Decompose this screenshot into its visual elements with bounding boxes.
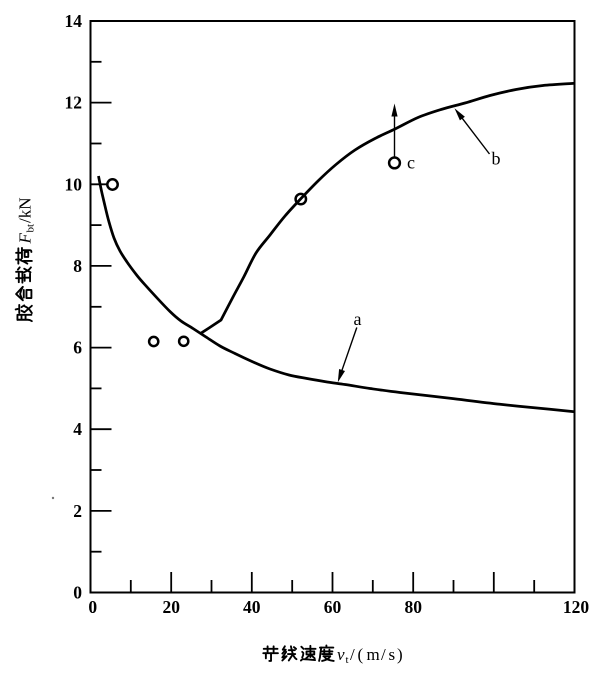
svg-text:8: 8 [73, 256, 82, 276]
svg-text:b: b [492, 149, 501, 169]
svg-text:a: a [354, 309, 362, 329]
svg-text:60: 60 [324, 597, 342, 617]
svg-text:/kN: /kN [16, 198, 35, 224]
svg-text:t: t [346, 654, 349, 666]
svg-text:/: / [381, 645, 386, 664]
svg-text:6: 6 [73, 338, 82, 358]
svg-text:4: 4 [73, 419, 82, 439]
svg-text:0: 0 [73, 583, 82, 603]
svg-text:s: s [389, 645, 396, 664]
svg-text:120: 120 [563, 597, 590, 617]
svg-text:c: c [407, 153, 415, 173]
svg-text:v: v [337, 645, 345, 664]
svg-text:/: / [350, 645, 355, 664]
svg-text:m: m [367, 645, 380, 664]
svg-text:(: ( [358, 645, 364, 664]
svg-text:80: 80 [404, 597, 422, 617]
svg-text:2: 2 [73, 501, 82, 521]
svg-text:20: 20 [162, 597, 180, 617]
svg-text:40: 40 [243, 597, 261, 617]
svg-text:0: 0 [88, 597, 97, 617]
svg-text:10: 10 [65, 174, 83, 194]
svg-text:12: 12 [65, 93, 83, 113]
svg-text:bt: bt [25, 224, 37, 233]
svg-text:): ) [397, 645, 403, 664]
svg-text:F: F [16, 233, 35, 245]
svg-text:14: 14 [65, 11, 83, 31]
